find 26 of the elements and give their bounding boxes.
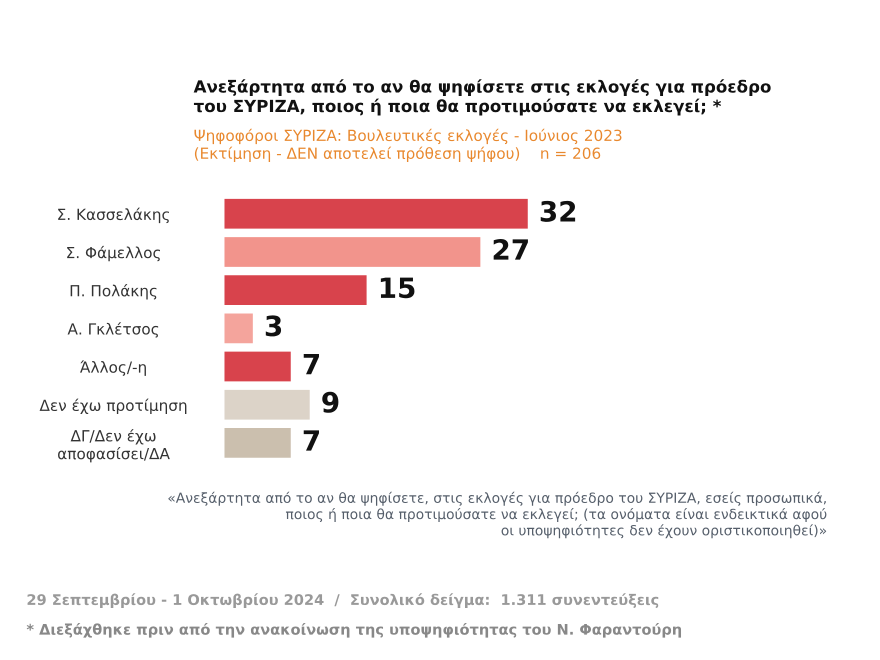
y-tick-label: ΔΓ/Δεν έχω αποφασίσει/ΔΑ — [58, 429, 170, 462]
data-label: 15 — [380, 278, 414, 298]
bar — [224, 428, 291, 458]
text: * Διεξάχθηκε πριν από την ανακοίνωση της υποψηφιότητας του Ν. Φαραντούρη — [26, 622, 682, 638]
text: «Ανεξάρτητα από το αν θα ψηφίσετε, στις εκλογές για πρόεδρο του ΣΥΡΙΖΑ, εσείς προσωπικά, ποιος ή ποια θα προτιμούσατε να εκλεγεί; (τα ονόματα είναι ενδεικτικά αφού οι υποψηφιότητες δεν έχουν οριστικοποιηθεί)» — [168, 492, 826, 538]
data-label: 27 — [494, 239, 528, 260]
data-label: 3 — [266, 315, 282, 336]
y-tick-label: Δεν έχω προτίμηση — [40, 398, 186, 414]
y-tick-label: Άλλος/-η — [80, 360, 146, 376]
bar — [224, 352, 291, 382]
text: 29 Σεπτεμβρίου - 1 Οκτωβρίου 2024 / Συνολικό δείγμα: 1.311 συνεντεύξεις — [28, 593, 658, 608]
chart-subtitle: Ψηφοφόροι ΣΥΡΙΖΑ: Βουλευτικές εκλογές - Ιούνιος 2023 (Εκτίμηση - ΔΕΝ αποτελεί πρόθεση ψήφου) n = 206 — [194, 128, 622, 162]
bar — [224, 237, 480, 267]
bar — [224, 198, 528, 229]
data-label: 7 — [304, 430, 319, 451]
data-label: 32 — [540, 200, 576, 222]
bar — [224, 390, 310, 420]
bar — [224, 275, 367, 306]
y-tick-label: Π. Πολάκης — [70, 284, 156, 300]
y-tick-label: Α. Γκλέτσος — [68, 322, 158, 338]
data-label: 7 — [304, 354, 319, 374]
y-tick-label: Σ. Κασσελάκης — [58, 208, 169, 224]
chart-title: Ανεξάρτητα από το αν θα ψηφίσετε στις εκλογές για πρόεδρο του ΣΥΡΙΖΑ, ποιος ή ποια θα προτιμούσατε να εκλεγεί; * — [194, 79, 771, 116]
bar — [224, 313, 253, 344]
data-label: 9 — [322, 392, 338, 413]
y-tick-label: Σ. Φάμελλος — [67, 246, 160, 262]
